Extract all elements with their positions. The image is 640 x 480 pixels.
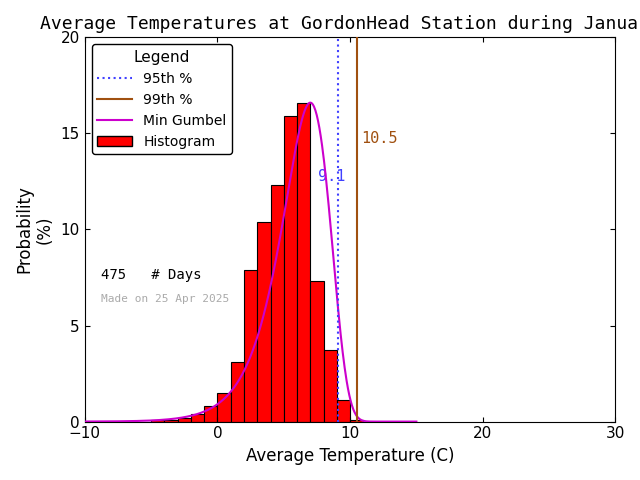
Y-axis label: Probability
(%): Probability (%) (15, 186, 54, 274)
Bar (310, 281, 324, 421)
Bar (324, 350, 337, 421)
Text: 475   # Days: 475 # Days (100, 268, 201, 282)
Bar (337, 400, 350, 421)
Bar (244, 270, 257, 421)
Bar (231, 362, 244, 421)
Text: 9.1: 9.1 (318, 169, 346, 184)
Bar (297, 103, 310, 421)
Bar (164, 420, 178, 421)
Bar (218, 393, 231, 421)
Text: 10.5: 10.5 (361, 131, 397, 146)
X-axis label: Average Temperature (C): Average Temperature (C) (246, 447, 454, 465)
Bar (151, 420, 164, 421)
Bar (204, 406, 218, 421)
Bar (284, 116, 297, 421)
Bar (257, 222, 271, 421)
Bar (350, 420, 364, 421)
Legend: 95th %, 99th %, Min Gumbel, Histogram: 95th %, 99th %, Min Gumbel, Histogram (92, 44, 232, 154)
Bar (271, 185, 284, 421)
Bar (178, 418, 191, 421)
Title: Average Temperatures at GordonHead Station during January: Average Temperatures at GordonHead Stati… (40, 15, 640, 33)
Text: Made on 25 Apr 2025: Made on 25 Apr 2025 (100, 294, 229, 304)
Bar (191, 414, 204, 421)
